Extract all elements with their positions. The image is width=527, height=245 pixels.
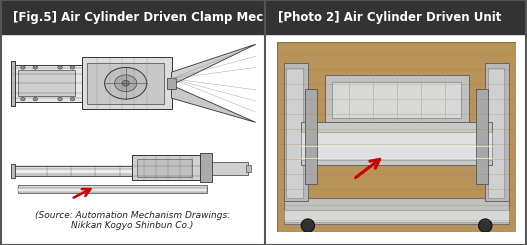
Bar [18, 185, 207, 193]
Bar [284, 210, 509, 222]
Bar [300, 122, 493, 165]
Bar [300, 132, 493, 160]
Bar [284, 63, 308, 201]
Bar [0, 0, 265, 34]
Circle shape [33, 98, 37, 101]
Bar [13, 65, 82, 102]
Bar [286, 68, 303, 198]
Bar [132, 155, 200, 180]
Text: [Photo 2] Air Cylinder Driven Unit: [Photo 2] Air Cylinder Driven Unit [278, 11, 501, 24]
Bar [18, 70, 75, 96]
Circle shape [21, 98, 25, 101]
Bar [136, 159, 192, 177]
Bar [212, 162, 248, 175]
Circle shape [122, 81, 130, 86]
Circle shape [58, 98, 62, 101]
Bar [82, 57, 172, 109]
Circle shape [33, 66, 37, 69]
Bar [306, 89, 317, 184]
Bar [246, 165, 250, 172]
Text: (Source: Automation Mechanism Drawings:
Nikkan Kogyo Shinbun Co.): (Source: Automation Mechanism Drawings: … [35, 211, 230, 230]
Bar [167, 78, 177, 89]
Bar [13, 169, 197, 173]
Circle shape [21, 66, 25, 69]
Bar [87, 63, 164, 104]
Bar [11, 164, 15, 178]
Circle shape [70, 66, 75, 69]
Bar [13, 166, 197, 176]
Bar [485, 63, 509, 201]
Polygon shape [172, 85, 256, 122]
Bar [265, 0, 527, 34]
Circle shape [70, 98, 75, 101]
Text: Shock Absorber: Shock Absorber [381, 50, 463, 60]
Circle shape [58, 66, 62, 69]
Bar [325, 75, 469, 122]
Bar [200, 153, 212, 182]
Bar [332, 82, 461, 118]
Bar [11, 61, 15, 106]
Bar [284, 198, 509, 224]
Text: [Fig.5] Air Cylinder Driven Clamp Mechanism: [Fig.5] Air Cylinder Driven Clamp Mechan… [13, 11, 311, 24]
Polygon shape [172, 44, 256, 85]
Bar [18, 188, 207, 192]
Circle shape [479, 219, 492, 232]
Circle shape [114, 75, 137, 92]
Bar [476, 89, 487, 184]
Bar [487, 68, 504, 198]
Circle shape [105, 67, 147, 99]
Circle shape [301, 219, 315, 232]
